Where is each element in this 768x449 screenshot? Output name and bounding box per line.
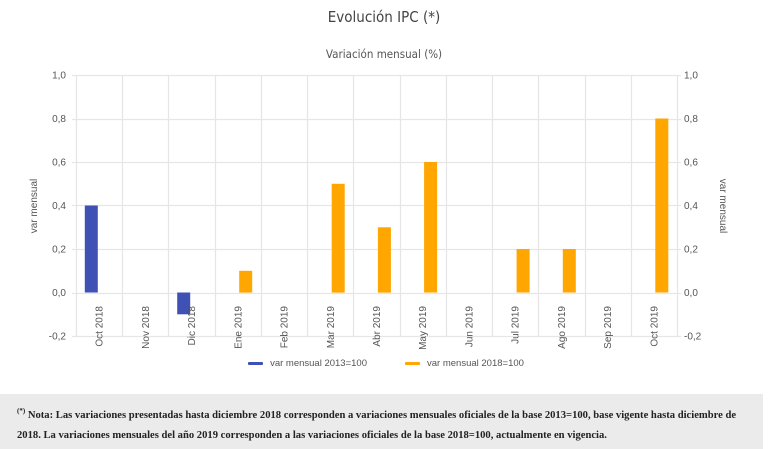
y-tick-label-right: 0,0 [684,288,698,299]
y-axis-right: -0,2 0,0 0,2 0,4 0,6 0,8 1,0 [684,71,702,343]
x-tick-label: Oct 2018 [95,306,106,347]
y-tick-label-right: 0,6 [684,158,698,169]
x-tick-label: Dic 2018 [187,306,198,346]
y-tick-label-left: 0,8 [52,114,66,125]
legend-swatch-2018 [405,362,420,365]
y-tick-label-right: -0,2 [684,332,702,343]
bar-2013-dic-2018[interactable] [177,292,191,315]
x-tick-label: Jun 2019 [464,306,475,348]
legend-label-2013: var mensual 2013=100 [270,358,367,369]
chart-title: Evolución IPC (*) [327,8,441,26]
x-tick-label: Ene 2019 [233,306,244,349]
y-axis-left-title: var mensual [29,179,40,233]
x-tick-label: Ago 2019 [557,306,568,349]
legend-item-2013[interactable]: var mensual 2013=100 [248,358,367,369]
grid-lines [72,74,681,338]
legend-item-2018[interactable]: var mensual 2018=100 [405,358,524,369]
y-tick-label-left: 1,0 [52,71,66,82]
y-tick-label-right: 0,2 [684,245,698,256]
y-tick-label-left: 0,6 [52,158,66,169]
x-tick-label: Nov 2018 [141,306,152,349]
bars [84,118,669,315]
y-axis-right-title: var mensual [717,179,728,233]
footnote-marker: (*) [17,407,26,415]
footnote: (*) Nota: Las variaciones presentadas ha… [0,394,763,449]
x-tick-label: Mar 2019 [326,306,337,349]
y-axis-left: -0,2 0,0 0,2 0,4 0,6 0,8 1,0 [49,71,67,343]
bar-2018-ago-2019[interactable] [562,249,576,293]
y-tick-label-left: 0,2 [52,245,66,256]
legend-label-2018: var mensual 2018=100 [427,358,524,369]
legend: var mensual 2013=100 var mensual 2018=10… [0,358,768,369]
bar-2018-abr-2019[interactable] [377,227,391,293]
x-tick-label: Abr 2019 [372,306,383,347]
bar-chart: -0,2 0,0 0,2 0,4 0,6 0,8 1,0 -0,2 0,0 0,2 0,4 0,6 0… [29,71,728,350]
bar-2018-mar-2019[interactable] [331,183,345,293]
y-tick-label-left: 0,0 [52,288,66,299]
y-tick-label-left: 0,4 [52,201,66,212]
x-tick-label: Oct 2019 [649,306,660,347]
bar-2018-ene-2019[interactable] [239,270,253,293]
chart-subtitle: Variación mensual (%) [325,47,443,61]
y-tick-label-right: 0,4 [684,201,698,212]
bar-2018-oct-2019[interactable] [655,118,669,293]
x-tick-label: Feb 2019 [280,306,291,349]
legend-swatch-2013 [248,362,264,365]
x-tick-label: Jul 2019 [511,306,522,344]
bar-2013-oct-2018[interactable] [84,205,98,293]
y-tick-label-right: 0,8 [684,114,698,125]
y-tick-label-right: 1,0 [684,71,698,82]
x-axis: Oct 2018 Nov 2018 Dic 2018 Ene 2019 Feb 2019… [95,306,661,350]
footnote-text: Nota: Las variaciones presentadas hasta … [17,410,737,441]
x-tick-label: Sep 2019 [603,306,614,349]
bar-2018-jul-2019[interactable] [516,249,530,293]
y-tick-label-left: -0,2 [49,332,67,343]
bar-2018-may-2019[interactable] [424,162,438,293]
x-tick-label: May 2019 [418,306,429,350]
